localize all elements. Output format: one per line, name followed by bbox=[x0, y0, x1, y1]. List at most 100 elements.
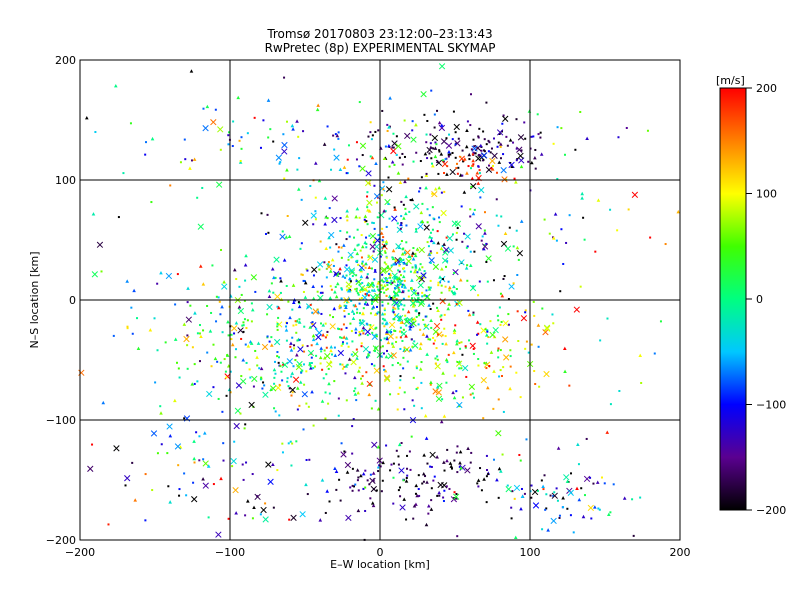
scatter-point bbox=[361, 281, 364, 284]
scatter-point bbox=[261, 343, 269, 351]
scatter-point bbox=[343, 365, 346, 368]
scatter-point bbox=[384, 251, 387, 254]
scatter-point bbox=[214, 108, 217, 111]
scatter-point bbox=[268, 340, 271, 343]
scatter-point bbox=[471, 145, 478, 152]
scatter-point bbox=[414, 483, 419, 488]
scatter-point bbox=[499, 469, 503, 473]
scatter-point bbox=[382, 240, 385, 243]
scatter-point bbox=[216, 181, 223, 188]
scatter-point bbox=[456, 227, 459, 230]
scatter-point bbox=[563, 346, 567, 351]
scatter-point bbox=[438, 216, 441, 219]
scatter-point bbox=[276, 305, 279, 308]
scatter-point bbox=[523, 492, 526, 495]
scatter-point bbox=[383, 337, 386, 340]
scatter-point bbox=[502, 336, 509, 343]
scatter-point bbox=[587, 504, 594, 512]
scatter-point bbox=[567, 489, 574, 496]
scatter-point bbox=[383, 374, 391, 381]
scatter-point bbox=[612, 483, 615, 486]
scatter-point bbox=[350, 256, 353, 259]
scatter-point bbox=[424, 315, 427, 318]
scatter-point bbox=[366, 206, 369, 209]
scatter-point bbox=[323, 222, 327, 226]
scatter-point bbox=[414, 122, 418, 127]
scatter-point bbox=[516, 310, 519, 313]
scatter-point bbox=[408, 210, 411, 213]
y-tick-label: 200 bbox=[55, 54, 76, 67]
scatter-point bbox=[290, 375, 293, 378]
scatter-point bbox=[358, 165, 361, 168]
scatter-point bbox=[386, 287, 389, 290]
scatter-point bbox=[425, 133, 428, 136]
scatter-point bbox=[389, 276, 392, 279]
scatter-point bbox=[355, 206, 360, 211]
scatter-point bbox=[583, 475, 591, 483]
scatter-point bbox=[343, 266, 351, 273]
scatter-point bbox=[311, 321, 314, 324]
scatter-point bbox=[488, 141, 491, 144]
scatter-point bbox=[423, 152, 428, 156]
scatter-point bbox=[327, 367, 330, 370]
scatter-point bbox=[334, 133, 337, 136]
scatter-point bbox=[339, 336, 342, 339]
scatter-point bbox=[136, 346, 141, 351]
scatter-point bbox=[409, 468, 412, 471]
scatter-point bbox=[430, 237, 433, 240]
scatter-point bbox=[202, 125, 209, 132]
scatter-point bbox=[198, 324, 201, 327]
scatter-point bbox=[585, 437, 588, 440]
scatter-point bbox=[343, 304, 346, 307]
scatter-point bbox=[432, 342, 435, 345]
scatter-point bbox=[311, 333, 316, 338]
scatter-point bbox=[291, 391, 294, 394]
scatter-point bbox=[400, 222, 403, 225]
scatter-point bbox=[577, 497, 582, 502]
scatter-point bbox=[455, 341, 459, 346]
scatter-point bbox=[455, 390, 458, 393]
scatter-point bbox=[500, 294, 505, 298]
scatter-point bbox=[202, 482, 209, 489]
scatter-point bbox=[419, 341, 423, 346]
scatter-point bbox=[361, 262, 364, 265]
scatter-point bbox=[395, 143, 402, 150]
scatter-point bbox=[358, 101, 361, 104]
scatter-point bbox=[336, 274, 339, 277]
scatter-point bbox=[217, 296, 220, 299]
scatter-point bbox=[475, 223, 482, 230]
scatter-point bbox=[227, 143, 230, 146]
scatter-point bbox=[397, 289, 400, 292]
scatter-point bbox=[477, 135, 480, 138]
scatter-point bbox=[455, 492, 458, 495]
scatter-point bbox=[429, 383, 432, 386]
scatter-point bbox=[291, 308, 294, 311]
scatter-point bbox=[398, 304, 401, 307]
scatter-point bbox=[391, 256, 396, 261]
scatter-point bbox=[461, 149, 464, 152]
scatter-point bbox=[440, 209, 447, 217]
scatter-point bbox=[322, 142, 327, 146]
scatter-point bbox=[536, 489, 539, 492]
scatter-point bbox=[542, 329, 549, 336]
x-tick-label: −200 bbox=[65, 546, 95, 559]
scatter-point bbox=[367, 135, 370, 138]
scatter-point bbox=[530, 343, 533, 346]
scatter-point bbox=[479, 467, 482, 470]
scatter-point bbox=[497, 356, 500, 359]
scatter-point bbox=[303, 350, 306, 353]
scatter-point bbox=[359, 274, 364, 279]
scatter-point bbox=[332, 316, 335, 319]
scatter-point bbox=[430, 252, 433, 255]
scatter-point bbox=[374, 296, 379, 301]
scatter-point bbox=[222, 280, 226, 284]
scatter-point bbox=[399, 375, 402, 378]
scatter-point bbox=[481, 243, 489, 250]
scatter-point bbox=[354, 331, 357, 334]
scatter-point bbox=[464, 266, 469, 270]
scatter-point bbox=[307, 405, 310, 408]
scatter-point bbox=[601, 476, 604, 479]
scatter-point bbox=[441, 334, 444, 337]
scatter-point bbox=[351, 484, 354, 487]
scatter-point bbox=[310, 344, 313, 347]
